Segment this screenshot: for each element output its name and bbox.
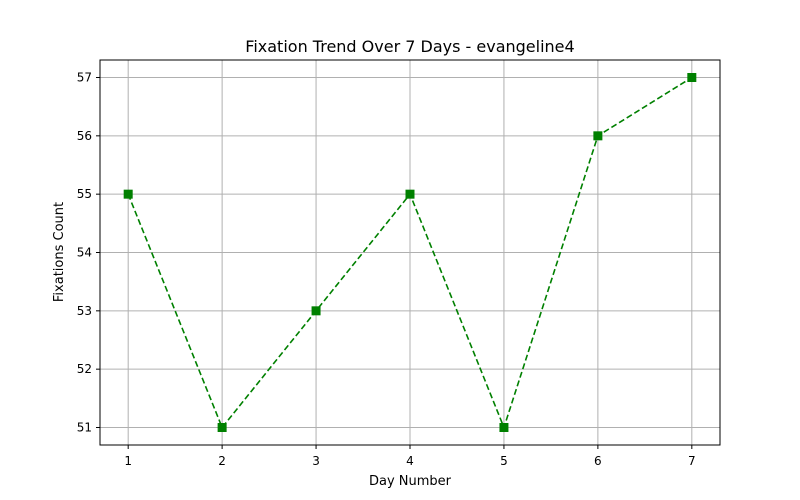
data-point-marker (311, 306, 321, 316)
chart-title: Fixation Trend Over 7 Days - evangeline4 (245, 37, 574, 56)
series-group (123, 73, 697, 432)
grid (100, 60, 720, 445)
x-axis: 1 2 3 4 5 6 7 (124, 445, 696, 468)
x-tick-label: 1 (124, 454, 132, 468)
y-tick-label: 56 (77, 129, 92, 143)
y-axis-title: Fixations Count (52, 202, 67, 302)
y-tick-label: 53 (77, 304, 92, 318)
data-point-marker (593, 131, 603, 141)
x-tick-label: 4 (406, 454, 414, 468)
y-axis: 51 52 53 54 55 56 57 (77, 71, 100, 435)
data-point-marker (123, 189, 133, 199)
x-tick-label: 7 (688, 454, 696, 468)
data-point-marker (405, 189, 415, 199)
data-point-marker (499, 423, 509, 432)
x-axis-title: Day Number (369, 474, 452, 489)
y-tick-label: 57 (77, 71, 92, 85)
y-tick-label: 54 (77, 246, 92, 260)
y-tick-label: 52 (77, 362, 92, 376)
x-tick-label: 6 (594, 454, 602, 468)
data-point-marker (687, 73, 697, 82)
x-tick-label: 2 (218, 454, 226, 468)
y-tick-label: 55 (77, 187, 92, 201)
y-tick-label: 51 (77, 421, 92, 435)
x-tick-label: 5 (500, 454, 508, 468)
data-point-marker (217, 423, 227, 432)
x-tick-label: 3 (312, 454, 320, 468)
